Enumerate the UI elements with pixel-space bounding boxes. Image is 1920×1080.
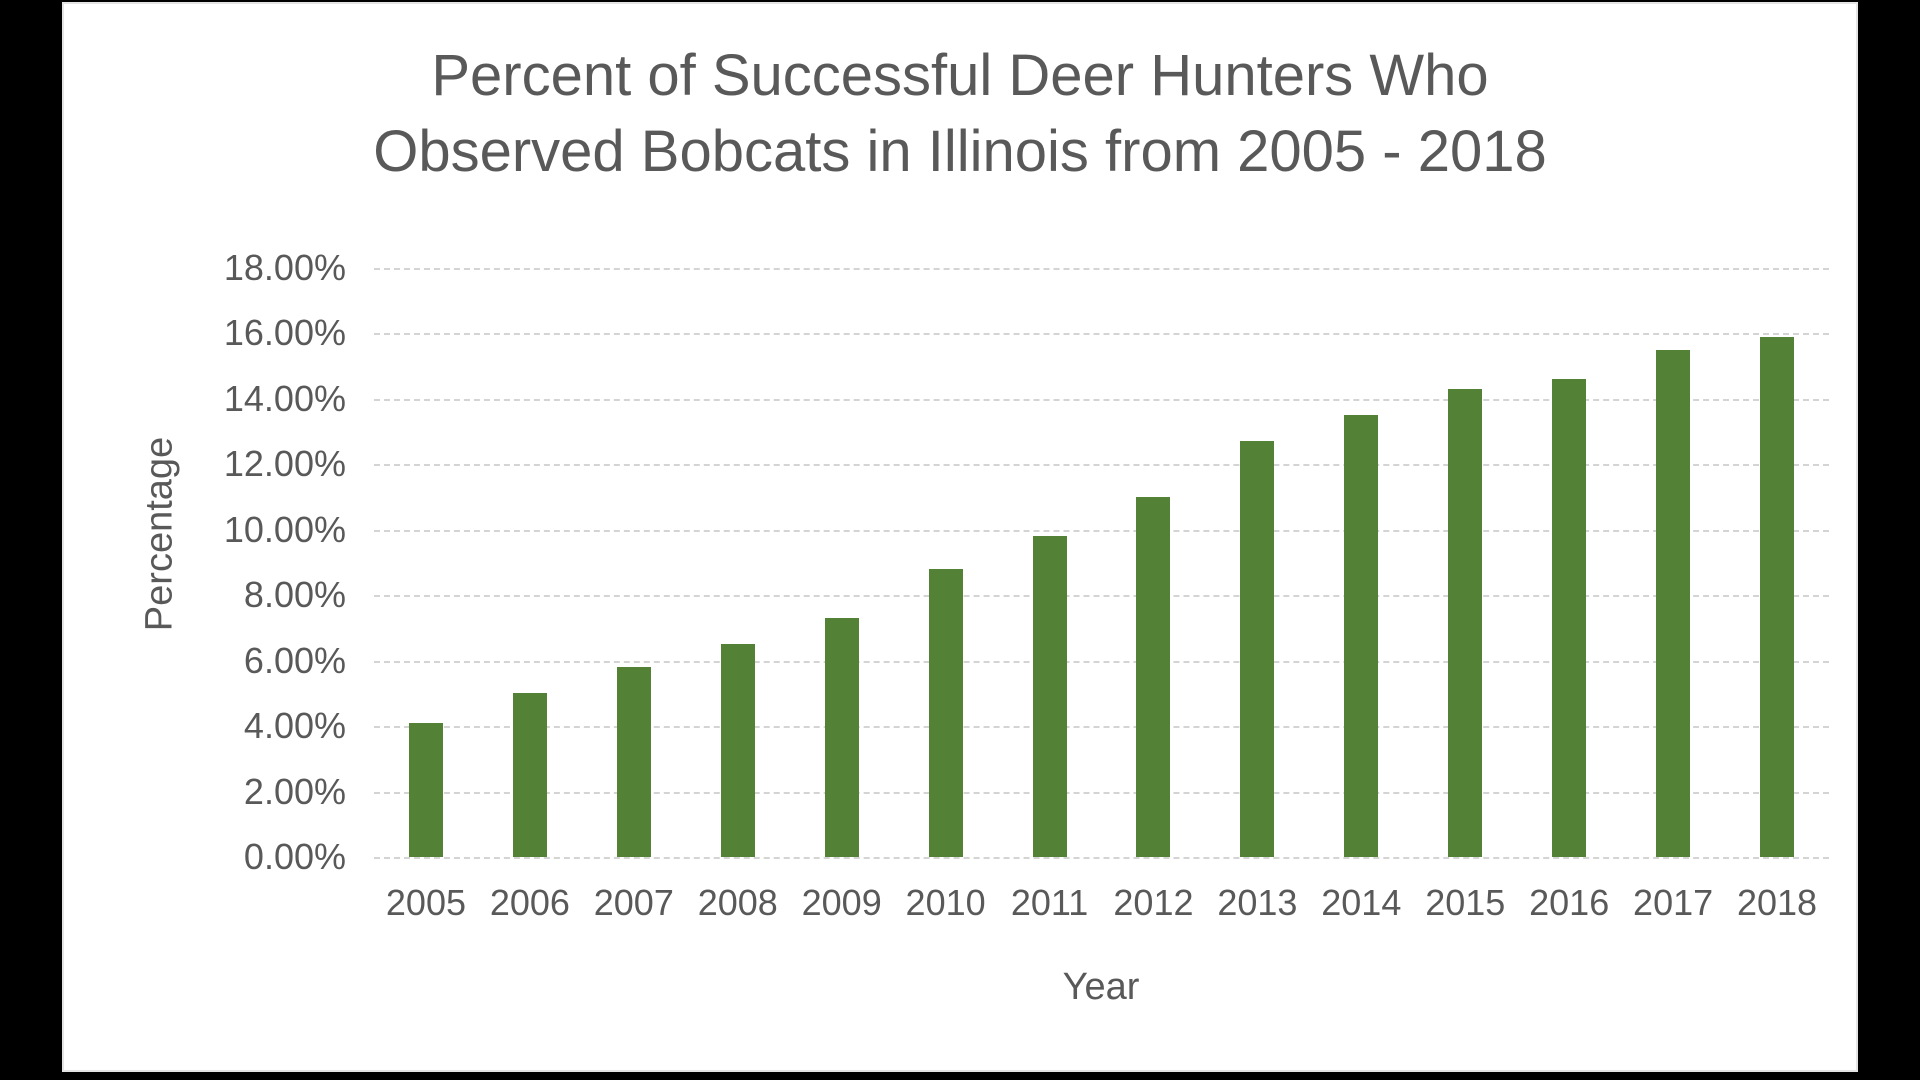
- x-tick-label-2016: 2016: [1529, 882, 1610, 923]
- x-axis-tick-labels: 2005 2006 2007 2008 2009 2010 2011 2012 2013 2014…: [374, 882, 1829, 926]
- gridline-12: [374, 464, 1829, 467]
- gridline-8: [374, 595, 1829, 598]
- x-axis-title: Year: [1062, 966, 1140, 1008]
- y-tick-label-2: 2.00%: [243, 770, 346, 812]
- bar-2011: [1032, 536, 1067, 857]
- chart-panel: Percent of Successful Deer Hunters Who O…: [62, 2, 1858, 1072]
- bar-2016: [1552, 379, 1587, 857]
- x-tick-label-2012: 2012: [1113, 882, 1194, 923]
- x-tick-label-2017: 2017: [1633, 882, 1714, 923]
- bar-2012: [1136, 497, 1171, 857]
- y-tick-label-8: 8.00%: [243, 574, 346, 616]
- chart-title-line-2: Observed Bobcats in Illinois from 2005 -…: [373, 119, 1547, 184]
- y-tick-label-18: 18.00%: [223, 247, 346, 288]
- y-tick-label-10: 10.00%: [223, 508, 346, 550]
- gridline-4: [374, 726, 1829, 729]
- gridline-0: [374, 857, 1829, 859]
- bar-2006: [512, 693, 547, 857]
- x-tick-label-2006: 2006: [489, 882, 570, 923]
- x-tick-label-2013: 2013: [1217, 882, 1298, 923]
- bar-2009: [824, 618, 859, 857]
- y-tick-label-16: 16.00%: [223, 312, 346, 354]
- chart-title-line-1: Percent of Successful Deer Hunters Who: [431, 43, 1489, 108]
- x-tick-label-2009: 2009: [801, 882, 882, 923]
- bar-2005: [408, 722, 443, 857]
- gridline-2: [374, 791, 1829, 794]
- y-tick-label-0: 0.00%: [243, 836, 346, 877]
- bar-2010: [928, 569, 963, 857]
- x-tick-label-2005: 2005: [385, 882, 466, 923]
- x-tick-label-2018: 2018: [1736, 882, 1818, 923]
- y-tick-label-12: 12.00%: [223, 443, 346, 485]
- bar-2008: [720, 644, 755, 857]
- bar-2007: [616, 667, 651, 857]
- bar-2017: [1656, 349, 1691, 857]
- y-tick-label-6: 6.00%: [243, 639, 346, 681]
- y-axis-tick-labels: 18.00% 16.00% 14.00% 12.00% 10.00% 8.00% 6.00%…: [64, 247, 352, 877]
- bar-2018: [1760, 336, 1795, 857]
- gridline-16: [374, 333, 1829, 336]
- bar-2013: [1240, 441, 1275, 857]
- x-tick-label-2008: 2008: [697, 882, 778, 923]
- x-tick-label-2007: 2007: [593, 882, 674, 923]
- gridline-14: [374, 398, 1829, 401]
- x-tick-label-2015: 2015: [1425, 882, 1506, 923]
- x-tick-label-2010: 2010: [905, 882, 986, 923]
- y-tick-label-14: 14.00%: [223, 377, 346, 419]
- gridline-18: [374, 268, 1829, 270]
- chart-title: Percent of Successful Deer Hunters Who O…: [64, 38, 1856, 190]
- x-tick-label-2014: 2014: [1321, 882, 1402, 923]
- gridline-6: [374, 660, 1829, 663]
- gridline-10: [374, 529, 1829, 532]
- x-tick-label-2011: 2011: [1010, 882, 1089, 923]
- bar-2014: [1344, 415, 1379, 857]
- plot-area: [374, 268, 1829, 859]
- bar-2015: [1448, 389, 1483, 857]
- y-tick-label-4: 4.00%: [243, 705, 346, 747]
